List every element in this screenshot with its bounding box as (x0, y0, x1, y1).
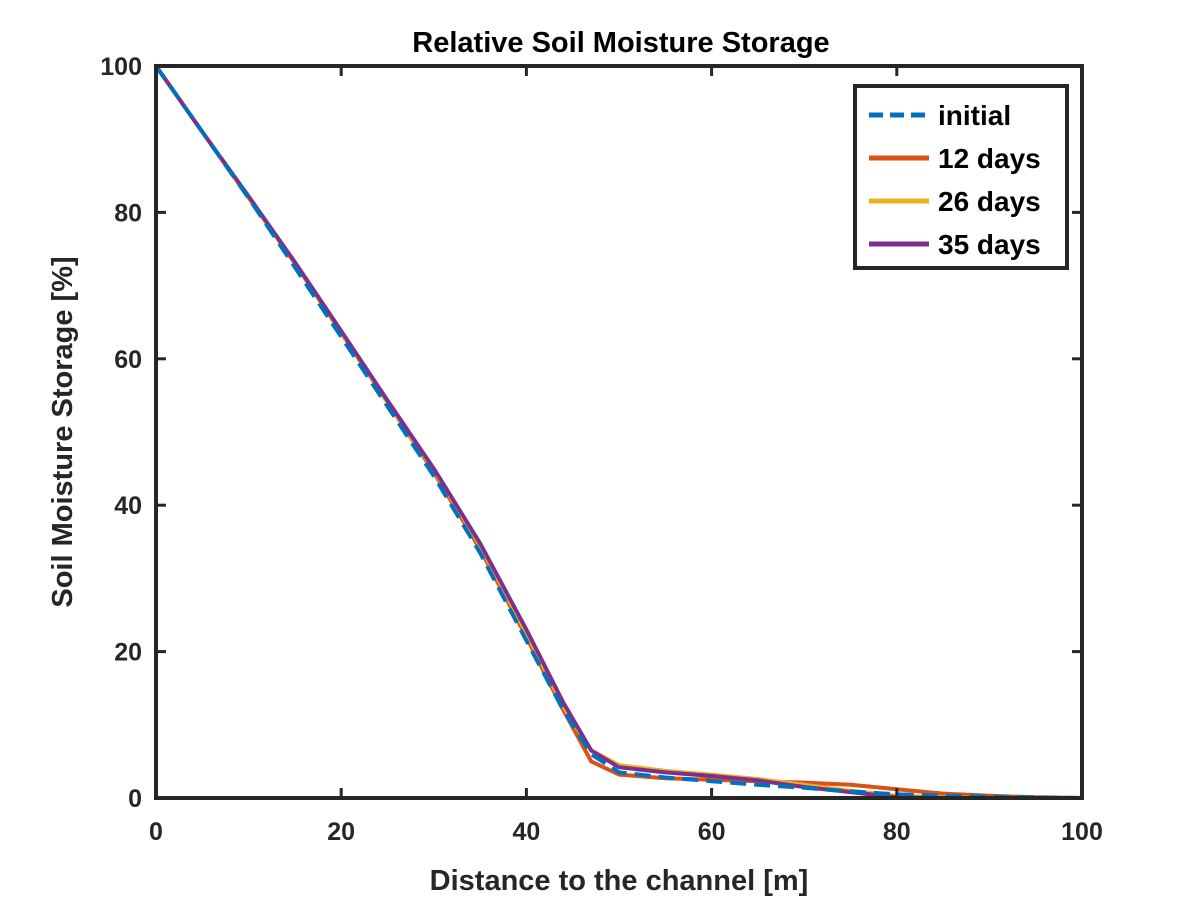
y-tick-label: 80 (114, 199, 142, 227)
x-tick-label: 60 (698, 818, 726, 846)
legend: initial 12 days 26 days 35 days (853, 84, 1069, 270)
y-tick-labels: 0 20 40 60 80 100 (100, 53, 142, 813)
chart-title: Relative Soil Moisture Storage (412, 27, 829, 59)
x-axis-label: Distance to the channel [m] (430, 865, 809, 897)
y-tick-label: 100 (100, 53, 142, 81)
legend-label: 35 days (938, 229, 1041, 260)
x-tick-label: 0 (149, 818, 163, 846)
y-tick-label: 40 (114, 492, 142, 520)
legend-label: 26 days (938, 186, 1041, 217)
y-axis-label: Soil Moisture Storage [%] (47, 256, 79, 607)
y-tick-label: 0 (128, 785, 142, 813)
y-tick-label: 60 (114, 346, 142, 374)
series-line-initial (154, 64, 1083, 800)
legend-label: 12 days (938, 143, 1041, 174)
x-tick-label: 40 (512, 818, 540, 846)
y-tick-label: 20 (114, 639, 142, 667)
legend-label: initial (938, 100, 1011, 131)
x-tick-labels: 0 20 40 60 80 100 (149, 818, 1103, 846)
axes-box (154, 64, 1084, 800)
x-tick-label: 100 (1061, 818, 1103, 846)
x-tick-label: 80 (883, 818, 911, 846)
x-tick-label: 20 (327, 818, 355, 846)
